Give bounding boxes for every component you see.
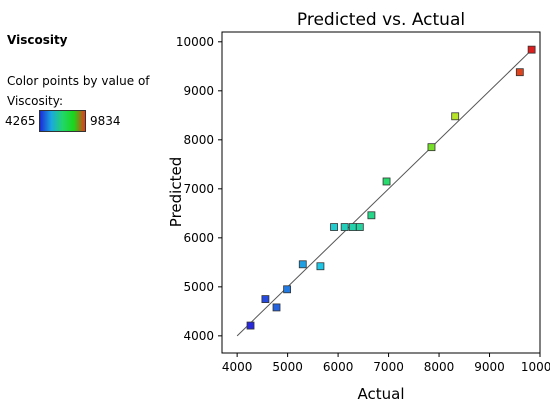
- y-tick-label: 8000: [183, 133, 214, 147]
- x-tick-label: 8000: [424, 360, 455, 374]
- data-point: [316, 262, 325, 271]
- colorbar-label: Color points by value of Viscosity:: [7, 74, 150, 108]
- reference-line: [236, 46, 536, 337]
- data-point: [348, 223, 357, 231]
- data-point: [451, 112, 460, 121]
- data-point: [355, 223, 364, 231]
- x-tick-label: 5000: [272, 360, 303, 374]
- chart-title: Predicted vs. Actual: [297, 10, 465, 30]
- x-tick-label: 9000: [474, 360, 505, 374]
- data-point: [340, 223, 349, 231]
- y-axis-label: Predicted: [167, 157, 185, 227]
- plot-area: [221, 31, 541, 354]
- x-tick-label: 10000: [521, 360, 550, 374]
- colorbar: [39, 110, 86, 132]
- y-tick-label: 9000: [183, 84, 214, 98]
- colorbar-min: 4265: [5, 114, 36, 128]
- data-point: [515, 68, 524, 77]
- y-tick-label: 5000: [183, 280, 214, 294]
- data-point: [246, 321, 255, 330]
- x-axis-label: Actual: [358, 385, 405, 403]
- data-point: [527, 45, 536, 54]
- x-tick-label: 4000: [222, 360, 253, 374]
- data-point: [330, 223, 338, 231]
- data-point: [427, 143, 436, 152]
- x-tick-label: 6000: [323, 360, 354, 374]
- y-tick-label: 10000: [176, 35, 214, 49]
- x-tick-label: 7000: [373, 360, 404, 374]
- data-point: [298, 260, 307, 269]
- y-tick-label: 4000: [183, 329, 214, 343]
- y-tick-label: 7000: [183, 182, 214, 196]
- colorbar-max: 9834: [90, 114, 121, 128]
- y-tick-label: 6000: [183, 231, 214, 245]
- data-point: [382, 177, 391, 186]
- data-point: [261, 295, 270, 303]
- response-title: Viscosity: [7, 33, 68, 47]
- data-point: [367, 211, 376, 220]
- data-point: [272, 303, 281, 312]
- sidebar: Viscosity Color points by value of Visco…: [0, 0, 170, 409]
- data-point: [283, 285, 292, 294]
